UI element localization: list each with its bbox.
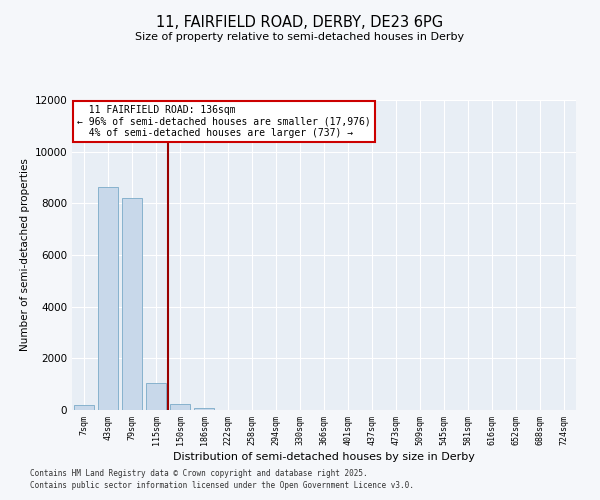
X-axis label: Distribution of semi-detached houses by size in Derby: Distribution of semi-detached houses by … [173, 452, 475, 462]
Text: Contains public sector information licensed under the Open Government Licence v3: Contains public sector information licen… [30, 481, 414, 490]
Y-axis label: Number of semi-detached properties: Number of semi-detached properties [20, 158, 30, 352]
Bar [146, 383, 166, 410]
Bar [194, 408, 214, 410]
Bar [74, 405, 94, 410]
Bar [170, 404, 190, 410]
Text: 11, FAIRFIELD ROAD, DERBY, DE23 6PG: 11, FAIRFIELD ROAD, DERBY, DE23 6PG [157, 15, 443, 30]
Text: Contains HM Land Registry data © Crown copyright and database right 2025.: Contains HM Land Registry data © Crown c… [30, 468, 368, 477]
Text: 11 FAIRFIELD ROAD: 136sqm
← 96% of semi-detached houses are smaller (17,976)
  4: 11 FAIRFIELD ROAD: 136sqm ← 96% of semi-… [77, 104, 371, 138]
Text: Size of property relative to semi-detached houses in Derby: Size of property relative to semi-detach… [136, 32, 464, 42]
Bar [122, 198, 142, 410]
Bar [98, 186, 118, 410]
